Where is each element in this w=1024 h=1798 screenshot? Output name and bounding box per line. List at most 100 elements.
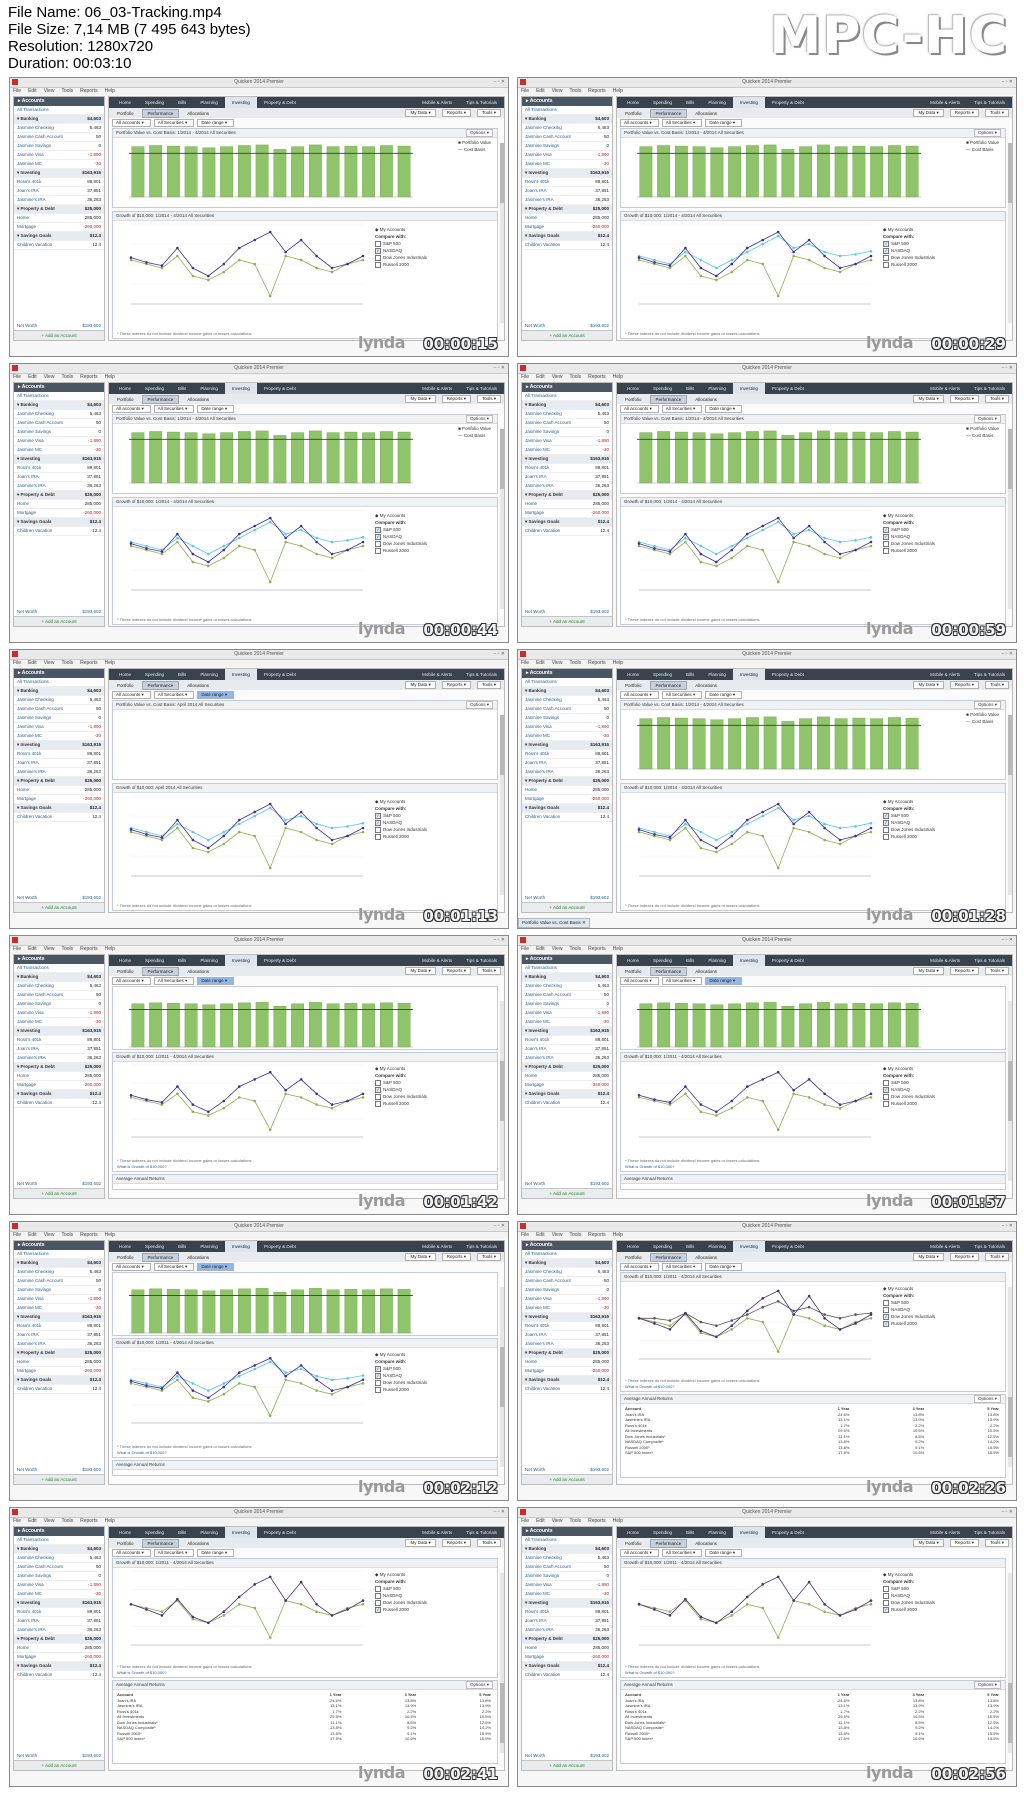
sidebar-account-row[interactable]: All Transactions	[522, 106, 612, 115]
sidebar-account-row[interactable]: Jasmine Visa -1,890	[14, 437, 104, 446]
menu-item-tools[interactable]: Tools	[569, 946, 582, 952]
sidebar-account-row[interactable]: Jasmine Cash Account 50	[14, 705, 104, 714]
subtab-action-button[interactable]: My Data ▾	[405, 1539, 436, 1547]
compare-checkbox[interactable]: ✓	[375, 1372, 381, 1379]
sidebar-account-row[interactable]: Jasmine MC -30	[14, 1304, 104, 1313]
subtab-portfolio[interactable]: Portfolio	[625, 1254, 642, 1260]
filter-dropdown[interactable]: All accounts ▾	[112, 118, 151, 127]
menu-item-view[interactable]: View	[551, 1518, 563, 1524]
sidebar-account-row[interactable]: ▾ Banking $4,603	[522, 401, 612, 410]
compare-index-option[interactable]: Dow Jones Industrials	[883, 1599, 935, 1606]
add-account-button[interactable]: + Add an Account	[522, 1188, 612, 1198]
sidebar-account-row[interactable]: All Transactions	[14, 1536, 104, 1545]
scrollbar-thumb[interactable]	[1008, 1061, 1012, 1121]
subtab-performance[interactable]: Performance	[649, 108, 688, 118]
sidebar-account-row[interactable]: ▾ Investing $163,915	[522, 169, 612, 178]
sidebar-account-row[interactable]: ▾ Investing $163,915	[14, 1313, 104, 1322]
subtab-performance[interactable]: Performance	[649, 966, 688, 976]
menu-item-tools[interactable]: Tools	[61, 1518, 74, 1524]
sidebar-account-row[interactable]: Jasmine MC -30	[14, 446, 104, 455]
sidebar-account-row[interactable]: ▾ Savings Goals $12.4	[522, 518, 612, 527]
sidebar-account-row[interactable]: ▾ Banking $4,603	[14, 973, 104, 982]
sidebar-account-row[interactable]: Jasmine Checking 5,463	[14, 124, 104, 133]
sidebar-account-row[interactable]: Jasmine Cash Account 50	[522, 419, 612, 428]
sidebar-account-row[interactable]: ▾ Savings Goals $12.4	[14, 804, 104, 813]
subtab-action-button[interactable]: Tools ▾	[476, 1539, 501, 1547]
growth-help-link[interactable]: What is Growth of $10,000?	[625, 1164, 675, 1169]
sidebar-account-row[interactable]: Mortgage -260,000	[14, 1367, 104, 1376]
sidebar-account-row[interactable]: All Transactions	[522, 392, 612, 401]
tab-tips-tutorials[interactable]: Tips & Tutorials	[974, 100, 1005, 105]
tab-property-debt[interactable]: Property & Debt	[771, 672, 804, 677]
sidebar-account-row[interactable]: Joan's IRA 37,851	[14, 759, 104, 768]
sidebar-account-row[interactable]: Children Vacation 12.4	[522, 1099, 612, 1108]
sidebar-account-row[interactable]: Mortgage -260,000	[522, 795, 612, 804]
vertical-scrollbar[interactable]	[500, 429, 504, 609]
filter-dropdown[interactable]: All accounts ▾	[620, 690, 659, 699]
subtab-performance[interactable]: Performance	[141, 1252, 180, 1262]
tab-tips-tutorials[interactable]: Tips & Tutorials	[466, 1530, 497, 1535]
subtab-action-button[interactable]: Reports ▾	[949, 1253, 979, 1261]
filter-dropdown[interactable]: All Securities ▾	[661, 1548, 703, 1557]
subtab-portfolio[interactable]: Portfolio	[625, 110, 642, 116]
compare-index-option[interactable]: Dow Jones Industrials	[883, 826, 935, 833]
sidebar-account-row[interactable]: Joan's IRA 37,851	[522, 473, 612, 482]
compare-checkbox[interactable]	[375, 833, 381, 840]
sidebar-account-row[interactable]: Jasmine MC -30	[14, 160, 104, 169]
sidebar-account-row[interactable]: Children Vacation 12.4	[14, 1671, 104, 1680]
subtab-action-button[interactable]: My Data ▾	[405, 1253, 436, 1261]
sidebar-account-row[interactable]: Jasmine's IRA 36,263	[14, 1340, 104, 1349]
options-button[interactable]: Options ▾	[973, 701, 1001, 709]
compare-index-option[interactable]: Dow Jones Industrials	[883, 254, 935, 261]
compare-index-option[interactable]: Dow Jones Industrials	[375, 1379, 427, 1386]
sidebar-account-row[interactable]: Jasmine Checking 5,463	[522, 1554, 612, 1563]
tab-home[interactable]: Home	[119, 1530, 132, 1535]
subtab-allocations[interactable]: Allocations	[695, 1540, 718, 1546]
sidebar-account-row[interactable]: Jasmine's IRA 36,263	[14, 482, 104, 491]
sidebar-account-row[interactable]: Jasmine's IRA 36,263	[522, 196, 612, 205]
menu-item-reports[interactable]: Reports	[80, 88, 98, 94]
sidebar-account-row[interactable]: ▾ Savings Goals $12.4	[14, 232, 104, 241]
sidebar-account-row[interactable]: Mortgage -260,000	[522, 1653, 612, 1662]
menu-item-view[interactable]: View	[43, 1518, 55, 1524]
add-account-button[interactable]: + Add an Account	[14, 616, 104, 626]
window-controls[interactable]: – ▫ ✕	[493, 79, 505, 85]
tab-investing[interactable]: Investing	[732, 955, 765, 966]
subtab-action-button[interactable]: My Data ▾	[913, 109, 944, 117]
sidebar-account-row[interactable]: Mortgage -260,000	[14, 1081, 104, 1090]
sidebar-account-row[interactable]: Children Vacation 12.4	[522, 241, 612, 250]
tab-planning[interactable]: Planning	[200, 386, 218, 391]
compare-checkbox[interactable]: ✓	[883, 819, 889, 826]
sidebar-account-row[interactable]: Joan's IRA 37,851	[14, 187, 104, 196]
compare-checkbox[interactable]: ✓	[375, 1365, 381, 1372]
options-button[interactable]: Options ▾	[465, 1681, 493, 1689]
add-account-button[interactable]: + Add an Account	[14, 1474, 104, 1484]
subtab-action-button[interactable]: Tools ▾	[476, 681, 501, 689]
sidebar-account-row[interactable]: Jasmine Checking 5,463	[14, 1554, 104, 1563]
tab-home[interactable]: Home	[119, 958, 132, 963]
subtab-portfolio[interactable]: Portfolio	[625, 968, 642, 974]
filter-dropdown[interactable]: Date range ▾	[705, 1262, 743, 1271]
tab-planning[interactable]: Planning	[708, 386, 726, 391]
filter-dropdown[interactable]: All accounts ▾	[112, 404, 151, 413]
sidebar-account-row[interactable]: Ross's 401k 89,801	[14, 464, 104, 473]
sidebar-account-row[interactable]: ▾ Investing $163,915	[14, 1599, 104, 1608]
compare-checkbox[interactable]: ✓	[375, 526, 381, 533]
compare-checkbox[interactable]	[375, 1585, 381, 1592]
menu-item-reports[interactable]: Reports	[588, 1232, 606, 1238]
sidebar-account-row[interactable]: Jasmine MC -30	[522, 1304, 612, 1313]
compare-checkbox[interactable]	[883, 1299, 889, 1306]
sidebar-account-row[interactable]: Jasmine Cash Account 50	[14, 133, 104, 142]
vertical-scrollbar[interactable]	[500, 715, 504, 895]
growth-help-link[interactable]: What is Growth of $10,000?	[117, 1164, 167, 1169]
filter-dropdown[interactable]: Date range ▾	[705, 1548, 743, 1557]
tab-tips-tutorials[interactable]: Tips & Tutorials	[974, 672, 1005, 677]
sidebar-account-row[interactable]: ▾ Savings Goals $12.4	[522, 804, 612, 813]
sidebar-account-row[interactable]: Ross's 401k 89,801	[14, 750, 104, 759]
compare-index-option[interactable]: NASDAQ	[883, 1306, 935, 1313]
scrollbar-thumb[interactable]	[500, 1061, 504, 1121]
tab-tips-tutorials[interactable]: Tips & Tutorials	[974, 958, 1005, 963]
tab-spending[interactable]: Spending	[653, 958, 673, 963]
tab-home[interactable]: Home	[627, 1530, 640, 1535]
sidebar-account-row[interactable]: Mortgage -260,000	[522, 223, 612, 232]
